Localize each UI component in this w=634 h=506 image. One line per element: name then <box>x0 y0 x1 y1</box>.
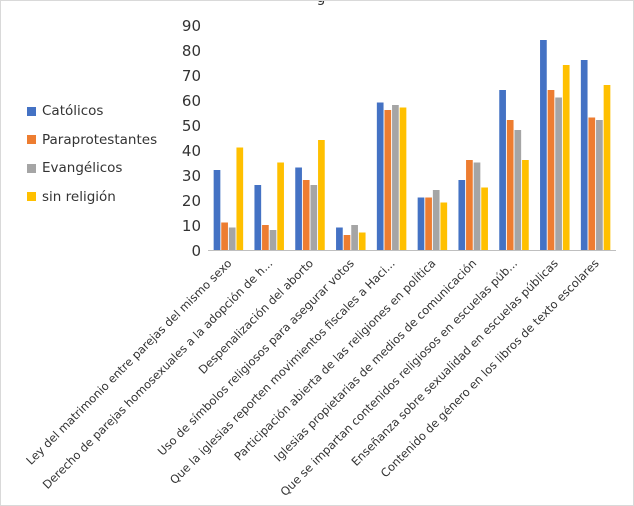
bar-catolicos <box>295 167 302 250</box>
bar-evangelicos <box>596 120 603 250</box>
bar-paraprotestantes <box>588 117 596 250</box>
bar-paraprotestantes <box>302 180 310 250</box>
bar-evangelicos <box>432 190 440 250</box>
bar-catolicos <box>254 185 262 250</box>
y-tick-label: 50 <box>182 117 201 135</box>
bar-evangelicos <box>351 225 358 250</box>
bar-sin-religion <box>277 162 284 250</box>
bar-sin-religion <box>522 160 529 250</box>
bar-paraprotestantes <box>343 235 351 250</box>
bar-sin-religion <box>440 202 448 250</box>
legend-label: Paraprotestantes <box>42 131 158 148</box>
y-tick-label: 40 <box>182 142 201 160</box>
legend-label: Evangélicos <box>42 160 123 177</box>
y-tick-label: 20 <box>182 192 201 210</box>
legend-label: Católicos <box>42 103 104 120</box>
bar-evangelicos <box>473 162 481 250</box>
bar-catolicos <box>499 90 506 250</box>
y-tick-label: 10 <box>182 217 201 235</box>
legend-item-sin-religion: sin religión <box>27 183 157 212</box>
bar-catolicos <box>336 227 343 250</box>
bar-sin-religion <box>562 65 570 250</box>
bar-paraprotestantes <box>221 222 228 250</box>
chart-title: g <box>201 1 441 6</box>
y-tick-label: 70 <box>182 67 201 85</box>
legend-swatch <box>27 163 36 173</box>
bar-catolicos <box>458 180 466 250</box>
bar-sin-religion <box>603 85 611 250</box>
bar-sin-religion <box>318 140 325 250</box>
bar-evangelicos <box>269 230 277 250</box>
y-tick-label: 60 <box>182 92 201 110</box>
bar-paraprotestantes <box>425 197 432 250</box>
legend-swatch <box>27 192 36 202</box>
bar-paraprotestantes <box>384 110 392 250</box>
legend-item-catolicos: Católicos <box>27 97 157 126</box>
bar-catolicos <box>376 102 384 250</box>
legend-swatch <box>27 135 36 145</box>
legend-item-paraprotestantes: Paraprotestantes <box>27 126 157 155</box>
bar-evangelicos <box>228 227 236 250</box>
legend-swatch <box>27 106 36 116</box>
y-tick-label: 90 <box>182 17 201 35</box>
legend-label: sin religión <box>42 188 116 205</box>
y-tick-label: 30 <box>182 167 201 185</box>
bar-evangelicos <box>310 185 318 250</box>
bar-catolicos <box>540 40 547 250</box>
bar-evangelicos <box>514 130 522 250</box>
bar-sin-religion <box>236 147 244 250</box>
bar-paraprotestantes <box>262 225 269 250</box>
bar-evangelicos <box>555 97 562 250</box>
bar-evangelicos <box>392 105 399 250</box>
bar-sin-religion <box>481 187 488 250</box>
y-tick-label: 0 <box>191 242 201 260</box>
bar-paraprotestantes <box>466 160 473 250</box>
bar-paraprotestantes <box>547 90 555 250</box>
legend-item-evangelicos: Evangélicos <box>27 154 157 183</box>
bar-catolicos <box>417 197 425 250</box>
bar-catolicos <box>580 60 588 250</box>
bar-paraprotestantes <box>506 120 514 250</box>
bar-catolicos <box>213 170 221 250</box>
y-tick-label: 80 <box>182 42 201 60</box>
bar-sin-religion <box>358 232 366 250</box>
bar-sin-religion <box>399 107 407 250</box>
legend: Católicos Paraprotestantes Evangélicos sin … <box>27 97 157 211</box>
